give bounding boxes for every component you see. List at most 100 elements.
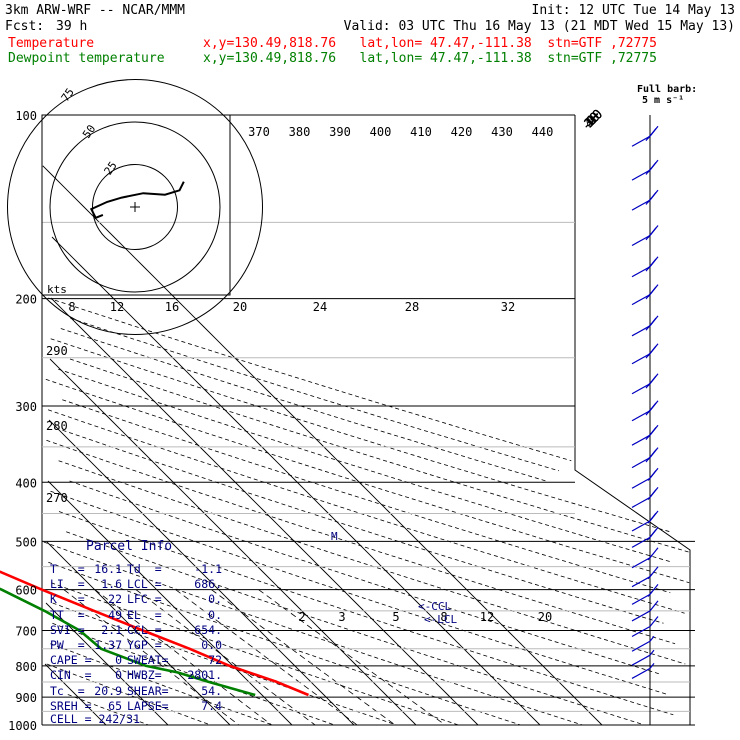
isotherm-line <box>50 297 479 726</box>
wind-barb <box>631 294 651 306</box>
mixing-ratio-label: 5 <box>392 610 399 624</box>
isotherm-line <box>51 236 541 726</box>
pressure-tick-label: 600 <box>15 584 37 598</box>
hodograph-axis-label: 28 <box>405 300 419 314</box>
isentrope-label: 400 <box>370 125 392 139</box>
dry-adiabat <box>62 399 671 594</box>
isotherm-line <box>49 358 417 726</box>
dry-adiabat <box>58 368 673 563</box>
temperature-trace <box>0 570 309 697</box>
dry-adiabat <box>62 429 664 624</box>
mixing-ratio-line <box>135 589 316 726</box>
temperature-legend: Temperature <box>8 36 95 51</box>
wind-barb <box>631 477 651 489</box>
temperature-location: x,y=130.49,818.76 lat,lon= 47.47,-111.38… <box>203 36 657 51</box>
wind-barb <box>631 576 651 588</box>
dry-adiabat <box>52 602 397 726</box>
dry-adiabat <box>58 511 674 716</box>
wind-barb-half-feather <box>645 382 651 389</box>
wind-barb <box>631 654 651 666</box>
dry-adiabat <box>51 582 459 726</box>
parcel-param-value: 2.1 <box>101 622 122 637</box>
wind-barb-half-feather <box>645 135 651 142</box>
hodograph-ring <box>7 79 263 335</box>
parcel-param-label: T = <box>50 562 85 576</box>
parcel-param-label: TT = <box>50 607 85 622</box>
wind-barb <box>631 536 651 548</box>
parcel-param-label: CIN = <box>50 668 92 683</box>
parcel-param-label: PW = <box>50 638 85 652</box>
dewpoint-trace <box>0 587 256 697</box>
dry-adiabat <box>69 358 690 553</box>
theta-label: 290 <box>46 344 68 358</box>
parcel-param-label: CCL = <box>127 622 162 637</box>
forecast-label: Fcst: <box>5 19 45 34</box>
dry-adiabat <box>43 541 583 726</box>
parcel-param-label: YGP = <box>127 638 162 652</box>
isotherm-line <box>47 480 293 726</box>
parcel-param-label: SVI = <box>50 622 85 637</box>
parcel-param-label: SWEAT= <box>127 653 169 668</box>
isotherms <box>42 165 603 726</box>
hodograph-axis-label: 24 <box>313 300 327 314</box>
parcel-param-value: 54. <box>201 683 222 698</box>
parcel-param-value: 654. <box>194 622 222 637</box>
wind-barb <box>631 667 651 679</box>
plot-boundary <box>574 115 691 725</box>
wind-barb-half-feather <box>645 324 651 331</box>
wind-barb-half-feather <box>645 434 651 440</box>
parcel-param-value: 0. <box>208 592 222 607</box>
parcel-param-value: 0.0 <box>201 638 222 652</box>
model-title: 3km ARW-WRF -- NCAR/MMM <box>5 3 186 18</box>
wind-barb-feather <box>647 512 657 524</box>
wind-barb <box>631 234 651 247</box>
parcel-param-label: CAPE = <box>50 653 92 668</box>
hodograph-ring-label: 75 <box>59 86 77 104</box>
wind-barb-feather <box>647 470 657 481</box>
isentrope-label: 410 <box>410 125 432 139</box>
isotherm-line <box>42 165 603 726</box>
parcel-cell-motion: CELL = 242/31 <box>50 712 141 726</box>
dry-adiabat <box>46 663 211 726</box>
wind-barb-half-feather <box>645 199 651 205</box>
pressure-tick-label: 200 <box>15 293 37 307</box>
hodograph-frame <box>41 114 231 296</box>
wind-barb-half-feather <box>645 352 651 359</box>
wind-barb-half-feather <box>647 573 653 580</box>
dry-adiabat <box>50 490 668 695</box>
wind-barb <box>631 625 651 638</box>
parcel-param-value: 72 <box>208 653 222 668</box>
wind-barb-half-feather <box>645 169 651 175</box>
wind-barb-half-feather <box>649 635 655 642</box>
dry-adiabat <box>48 297 572 462</box>
isotherm-line <box>48 419 355 726</box>
parcel-param-label: LAPSE= <box>127 698 169 713</box>
wind-barb <box>631 325 651 337</box>
wind-barb <box>631 410 651 422</box>
wind-barb <box>631 640 651 652</box>
hodograph-trace <box>89 181 185 220</box>
parcel-param-value: 2801. <box>187 668 222 683</box>
pressure-tick-label: 100 <box>15 109 37 123</box>
wind-barb-half-feather <box>649 663 655 669</box>
barb-legend-title: Full barb: <box>637 84 698 95</box>
pressure-tick-label: 400 <box>15 476 37 490</box>
dewpoint-location: x,y=130.49,818.76 lat,lon= 47.47,-111.38… <box>203 51 657 66</box>
pressure-tick-label: 1000 <box>8 719 37 733</box>
init-time: Init: 12 UTC Tue 14 May 13 <box>531 3 736 18</box>
dry-adiabat <box>60 328 547 482</box>
wind-barb-feather <box>649 616 659 627</box>
isentrope-label: 370 <box>248 125 270 139</box>
wind-barb-half-feather <box>645 234 651 241</box>
dry-adiabat <box>70 317 560 472</box>
wind-barb <box>631 135 651 147</box>
theta-label: 270 <box>46 491 68 505</box>
wind-barb <box>631 266 651 278</box>
wind-barb-feather <box>647 529 657 540</box>
mixing-ratio-label: 12 <box>480 610 494 624</box>
parcel-param-value: 49 <box>108 607 122 622</box>
hodograph-axis-label: 12 <box>110 300 124 314</box>
isentrope-label: 430 <box>491 125 513 139</box>
dry-adiabat <box>52 622 335 726</box>
